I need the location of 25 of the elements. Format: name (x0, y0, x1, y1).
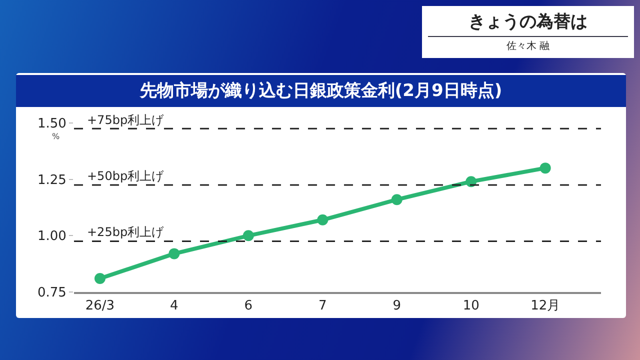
point (391, 194, 402, 206)
point (242, 230, 254, 242)
x-tick-label: 10 (462, 298, 480, 314)
x-tick-label: 4 (170, 298, 178, 314)
text: きょうの為替は (468, 11, 588, 33)
x-tick-label: 6 (244, 298, 253, 314)
x-tick-label: 26/3 (85, 298, 115, 314)
x-tick-label: 7 (318, 298, 327, 314)
y-tick-label: 1.25 (37, 172, 66, 188)
chart-title: 先物市場が織り込む日銀政策金利(2月9日時点) (16, 75, 626, 107)
y-axis-title: % (52, 132, 60, 141)
point (466, 176, 477, 188)
ref-line-label: +50bp利上げ (87, 169, 165, 183)
ref-line-label: +75bp利上げ (87, 113, 165, 127)
point (317, 214, 328, 226)
chart-subtitle: 佐々木 融 (428, 36, 628, 53)
y-tick-label: 1.00 (37, 229, 66, 244)
y-tick-label: 0.75 (37, 286, 66, 301)
point (168, 248, 180, 260)
point (540, 162, 551, 174)
x-tick-label: 9 (392, 298, 402, 314)
x-tick-label: 12月 (530, 298, 560, 314)
y-tick-label: 1.50 (37, 116, 66, 132)
ref-line-label: +25bp利上げ (87, 225, 165, 239)
point (94, 272, 106, 284)
